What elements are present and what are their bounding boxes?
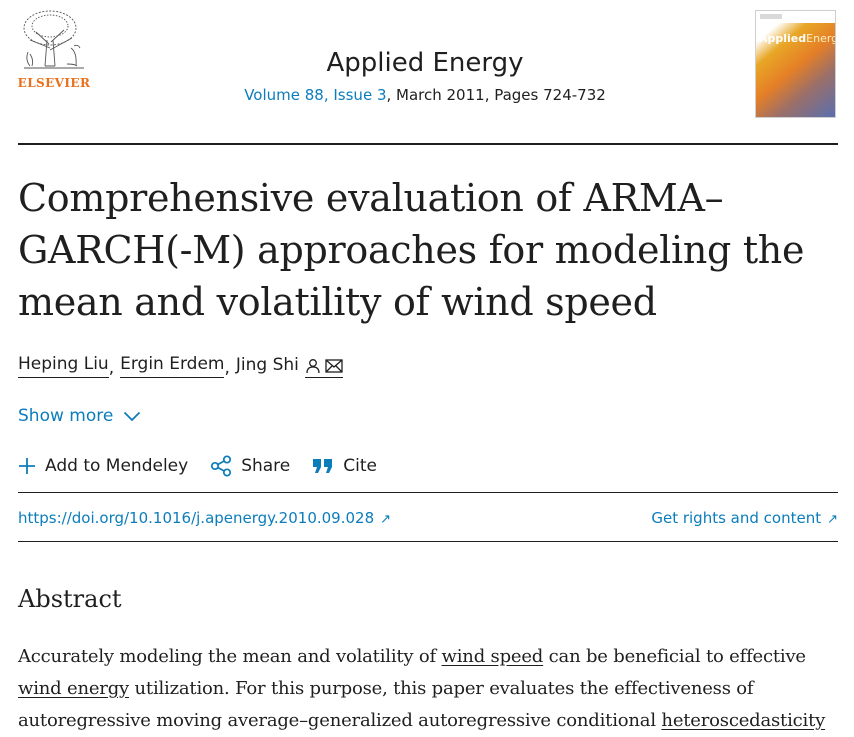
issue-details: , March 2011, Pages 724-732: [386, 86, 606, 104]
cite-button[interactable]: Cite: [312, 456, 377, 476]
article-actions: Add to Mendeley Share Cite: [18, 455, 399, 477]
show-more-button[interactable]: Show more: [18, 406, 141, 426]
quote-icon: [313, 459, 333, 473]
person-icon: [306, 359, 320, 374]
cite-label: Cite: [343, 456, 377, 476]
plus-icon: [19, 458, 35, 474]
author-separator: ,: [108, 358, 115, 378]
topic-link[interactable]: wind energy: [18, 678, 129, 699]
journal-issue-line: Volume 88, Issue 3, March 2011, Pages 72…: [200, 86, 650, 104]
chevron-down-icon: [124, 411, 141, 421]
actions-divider: [18, 492, 838, 493]
author-link[interactable]: Jing Shi: [235, 355, 299, 375]
author-link[interactable]: Ergin Erdem: [120, 354, 225, 378]
doi-link[interactable]: https://doi.org/10.1016/j.apenergy.2010.…: [18, 509, 392, 527]
topic-link[interactable]: wind speed: [441, 646, 544, 667]
publisher-name: ELSEVIER: [17, 76, 91, 90]
email-icon: [325, 359, 343, 373]
author-separator: ,: [224, 358, 230, 378]
add-to-mendeley-button[interactable]: Add to Mendeley: [18, 456, 188, 476]
issue-link[interactable]: Volume 88, Issue 3: [244, 86, 387, 104]
share-label: Share: [241, 456, 291, 476]
mendeley-label: Add to Mendeley: [45, 456, 189, 476]
elsevier-logo[interactable]: ELSEVIER: [16, 8, 92, 94]
journal-title[interactable]: Applied Energy: [326, 48, 524, 78]
author-link[interactable]: Heping Liu: [18, 354, 109, 378]
doi-row: https://doi.org/10.1016/j.apenergy.2010.…: [18, 509, 838, 527]
header-divider: [18, 143, 838, 145]
author-list: Heping Liu, Ergin Erdem, Jing Shi: [18, 354, 343, 378]
article-title: Comprehensive evaluation of ARMA–GARCH(-…: [18, 176, 805, 324]
elsevier-tree-icon: [23, 10, 84, 69]
doi-divider: [18, 541, 838, 542]
rights-link[interactable]: Get rights and content ↗: [651, 509, 838, 527]
show-more-label: Show more: [18, 406, 114, 426]
share-icon: [211, 455, 232, 477]
cover-header-strip: [756, 11, 835, 23]
external-link-icon: ↗: [827, 512, 838, 527]
abstract-heading: Abstract: [18, 585, 122, 613]
topic-link[interactable]: heteroscedasticity: [661, 710, 826, 731]
journal-info: Applied Energy Volume 88, Issue 3, March…: [200, 46, 650, 104]
abstract-text: Accurately modeling the mean and volatil…: [18, 646, 826, 731]
share-button[interactable]: Share: [210, 455, 290, 477]
corresponding-author-icons[interactable]: [304, 358, 343, 378]
external-link-icon: ↗: [380, 512, 392, 527]
